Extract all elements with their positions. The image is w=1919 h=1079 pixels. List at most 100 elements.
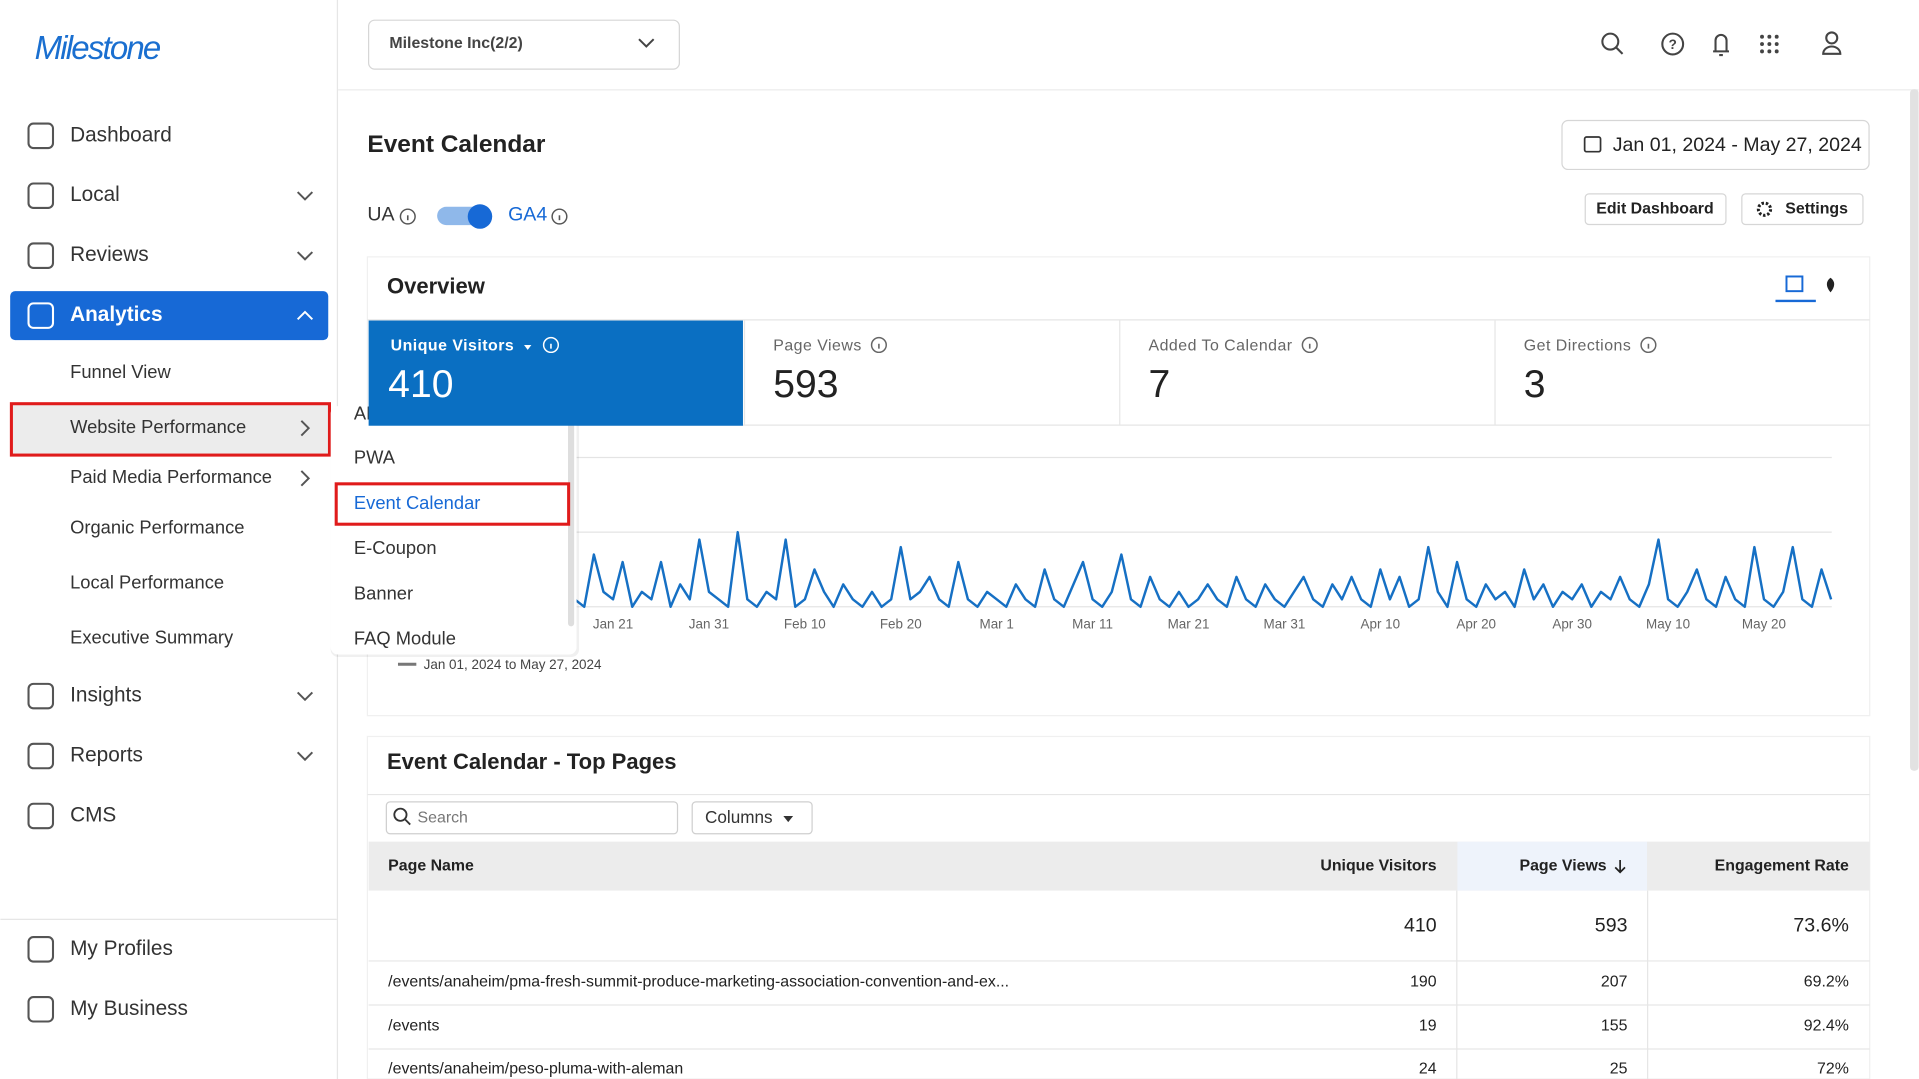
chevron-icon [296,251,314,261]
chevron-icon [296,691,314,702]
total-cell: 410 [1404,914,1437,936]
submenu-item[interactable]: Website Performance [70,416,246,437]
edit-dashboard-button[interactable] [1584,193,1727,226]
column-header[interactable]: Unique Visitors [1320,857,1436,874]
info-icon[interactable] [542,336,560,354]
table-cell: 19 [1419,1018,1437,1035]
submenu-scrollbar [568,415,575,627]
dot [1767,34,1772,39]
calendar-icon [1583,136,1602,153]
table-cell: /events [388,1018,439,1035]
search-input[interactable] [385,801,679,835]
submenu-item[interactable]: Local Performance [70,571,224,592]
nav-item[interactable]: My Profiles [70,937,173,960]
nav-item[interactable]: Dashboard [70,123,172,146]
table-cell: 207 [1601,974,1628,991]
nav-icon [27,936,55,963]
toggle-label: GA4 [508,203,547,225]
submenu-panel [330,406,577,655]
table-cell: /events/anaheim/peso-pluma-with-aleman [388,1060,683,1077]
x-tick-label: Mar 31 [1264,617,1306,632]
submenu-option[interactable]: Banner [354,582,413,603]
info-icon[interactable] [870,336,887,354]
search-icon[interactable] [1601,32,1620,51]
top-icons [1601,31,1842,57]
metric-label: Added To Calendar [1149,337,1293,354]
nav-item[interactable]: Reviews [70,243,149,266]
nav-item[interactable]: My Business [70,997,188,1020]
submenu-item[interactable]: Paid Media Performance [70,466,272,487]
info-icon[interactable] [1640,336,1657,354]
search-icon-handle [1615,46,1624,55]
info-icon[interactable] [399,208,416,225]
columns-button[interactable] [691,801,813,835]
metric-label: Page Views [773,337,862,354]
search-placeholder: Search [418,810,468,827]
button-label: Edit Dashboard [1596,200,1713,217]
bell-icon[interactable] [1713,33,1729,57]
sort-arrow [1614,860,1626,874]
column-header[interactable]: Page Views [1519,857,1606,874]
nav-item[interactable]: Analytics [70,303,162,326]
metric-value: 593 [773,363,838,406]
table-cell: /events/anaheim/pma-fresh-summit-produce… [388,974,1009,991]
page-scrollbar[interactable] [1910,89,1919,771]
nav-item[interactable]: Reports [70,744,143,767]
x-tick-label: Mar 11 [1072,617,1113,632]
submenu-option[interactable]: FAQ Module [354,628,456,649]
org-select[interactable] [368,19,680,70]
dot [1760,42,1764,46]
apps-icon[interactable] [1760,34,1779,54]
table-cell: 155 [1601,1018,1628,1035]
toggle-knob[interactable] [467,204,493,229]
table-cell: 25 [1610,1060,1628,1077]
metric-value: 7 [1149,363,1171,406]
settings-button[interactable] [1741,193,1864,226]
table-view-tab[interactable] [1785,275,1804,293]
submenu-item[interactable]: Organic Performance [70,516,244,537]
active-nav-bg [10,291,329,341]
button-label: Settings [1785,200,1848,217]
chevron-icon [638,38,655,48]
total-cell: 73.6% [1793,914,1848,936]
x-tick-label: Apr 10 [1361,617,1401,632]
table-cell: 72% [1817,1060,1849,1077]
table-cell: 190 [1410,974,1437,991]
column-header[interactable]: Engagement Rate [1715,857,1849,874]
column-header[interactable]: Page Name [388,857,474,874]
chevron-icon [296,751,314,762]
nav-icon [27,802,55,830]
caret-icon [524,344,532,350]
nav-icon [27,242,55,269]
toggle-label: UA [367,203,395,225]
submenu-option[interactable]: Event Calendar [354,492,480,513]
submenu-item[interactable]: Executive Summary [70,626,234,647]
nav-item[interactable]: CMS [70,803,116,826]
date-range: Jan 01, 2024 - May 27, 2024 [1613,134,1862,156]
map-view-tab[interactable] [1826,277,1835,293]
chevron-icon [296,310,314,320]
info-icon[interactable] [551,208,568,225]
chevron-icon [300,470,311,487]
user-icon[interactable] [1825,31,1839,45]
search-icon [393,807,408,822]
x-tick-label: Jan 21 [593,617,633,632]
submenu-option[interactable]: E-Coupon [354,537,437,558]
nav-item[interactable]: Insights [70,684,142,707]
x-tick-label: Jan 31 [689,617,729,632]
nav-icon [27,995,55,1023]
nav-item[interactable]: Local [70,183,120,206]
submenu-item[interactable]: Funnel View [70,361,171,382]
help-icon[interactable] [1661,32,1685,56]
submenu-option[interactable]: PWA [354,447,396,468]
date-range-button[interactable] [1561,119,1870,171]
x-tick-label: Apr 30 [1552,617,1592,632]
info-icon[interactable] [1301,336,1318,354]
chevron-icon [296,191,314,201]
top-pages-card [366,735,1871,1079]
table-cell: 69.2% [1804,974,1849,991]
selected-outline [334,482,571,526]
